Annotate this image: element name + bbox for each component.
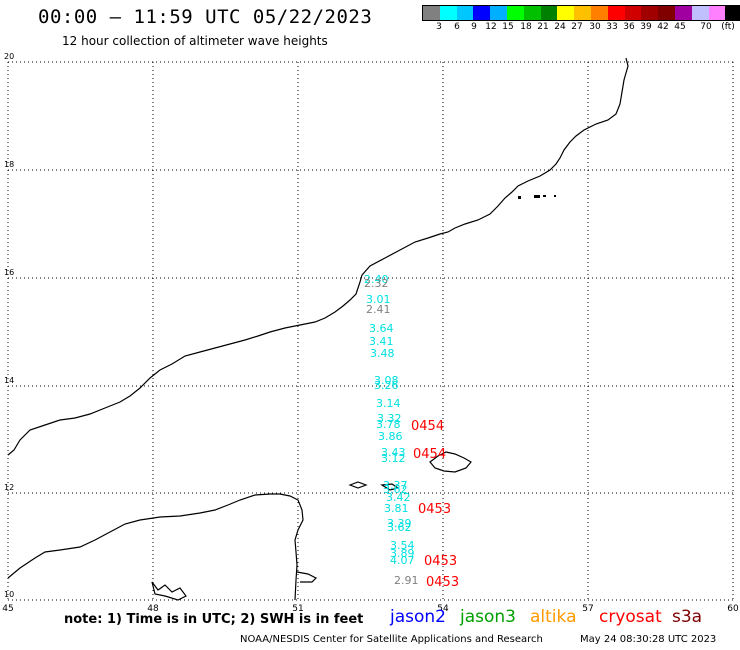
color-swatch (523, 6, 541, 20)
color-scale-label: 27 (571, 22, 583, 32)
latitude-tick-label: 18 (4, 160, 14, 169)
longitude-tick-label: 57 (582, 604, 593, 614)
wave-height-reading: 3.78 (376, 418, 401, 431)
longitude-tick-label: 54 (437, 604, 449, 614)
wave-height-reading: 3.41 (369, 335, 394, 348)
coastline (7, 57, 629, 601)
color-scale-label: 39 (640, 22, 652, 32)
wave-height-reading: 3.43 (381, 446, 406, 459)
wave-height-reading: 3.37 (383, 479, 408, 492)
color-scale-label: 6 (454, 22, 460, 32)
color-scale-label: 24 (554, 22, 566, 32)
color-scale-label: 3 (436, 22, 442, 32)
longitude-tick-label: 51 (292, 604, 303, 614)
map-grid (7, 61, 735, 601)
latitude-tick-label: 10 (4, 590, 14, 599)
color-swatch (506, 6, 524, 20)
wave-height-reading: 2.41 (366, 303, 391, 316)
color-scale-bar (422, 5, 740, 21)
wave-height-reading: 3.86 (378, 430, 403, 443)
timestamp-text: May 24 08:30:28 UTC 2023 (580, 634, 717, 645)
wave-height-reading: 3.62 (383, 483, 408, 496)
color-swatch (708, 6, 726, 20)
color-swatch (607, 6, 625, 20)
color-scale-label: 9 (471, 22, 477, 32)
color-swatch (574, 6, 591, 20)
legend-altika: altika (530, 607, 577, 627)
color-scale-label: 42 (657, 22, 669, 32)
color-swatch (423, 6, 440, 20)
wave-height-reading: 4.07 (390, 554, 415, 567)
pass-time-label: 0454 (411, 419, 444, 434)
latitude-tick-label: 12 (4, 483, 14, 492)
pass-time-label: 0453 (424, 554, 457, 569)
wave-height-reading: 3.89 (390, 547, 415, 560)
latitude-tick-label: 14 (4, 376, 14, 385)
color-swatch (473, 6, 491, 20)
color-scale-label: 30 (589, 22, 601, 32)
color-scale-label: 70 (700, 22, 712, 32)
wave-height-reading: 3.42 (386, 491, 411, 504)
longitude-tick-label: 60 (727, 604, 739, 614)
wave-height-reading: 3.26 (374, 379, 399, 392)
color-swatch (557, 6, 575, 20)
wave-height-reading: 3.48 (370, 347, 395, 360)
color-swatch (439, 6, 457, 20)
color-scale-label: 12 (485, 22, 497, 32)
legend-cryosat: cryosat (599, 607, 662, 627)
wave-height-reading: 3.08 (374, 374, 399, 387)
latitude-tick-label: 16 (4, 268, 14, 277)
color-swatch (691, 6, 709, 20)
color-swatch (456, 6, 474, 20)
color-scale-labels: 3 6 9 12 15 18 21 24 27 30 33 36 39 42 45 70 (ft) (422, 22, 740, 34)
color-swatch (540, 6, 558, 20)
legend-jason2: jason2 (390, 607, 446, 627)
wave-height-reading: 3.81 (384, 502, 409, 515)
color-scale-label: 18 (520, 22, 532, 32)
color-swatch (725, 6, 740, 20)
legend-s3a: s3a (672, 607, 703, 627)
color-scale-unit: (ft) (721, 22, 735, 32)
wave-height-reading: 3.54 (390, 539, 415, 552)
color-scale-label: 45 (674, 22, 686, 32)
wave-height-reading: 3.62 (387, 521, 412, 534)
color-swatch (674, 6, 692, 20)
color-swatch (624, 6, 642, 20)
map-subtitle: 12 hour collection of altimeter wave hei… (62, 34, 328, 48)
legend-jason3: jason3 (460, 607, 516, 627)
color-scale-label: 36 (623, 22, 635, 32)
pass-time-label: 0453 (426, 575, 459, 590)
wave-height-reading: 3.64 (369, 322, 394, 335)
color-scale-label: 15 (502, 22, 514, 32)
note-text: note: 1) Time is in UTC; 2) SWH is in fe… (64, 612, 364, 627)
color-swatch (641, 6, 659, 20)
map-title: 00:00 – 11:59 UTC 05/22/2023 (38, 6, 373, 28)
wave-height-reading: 3.01 (366, 293, 391, 306)
wave-height-reading: 2.91 (394, 574, 419, 587)
pass-time-label: 0454 (413, 447, 446, 462)
wave-height-reading: 3.14 (376, 397, 401, 410)
color-swatch (658, 6, 675, 20)
latitude-tick-label: 20 (4, 52, 14, 61)
wave-height-reading: 3.12 (381, 452, 406, 465)
credit-text: NOAA/NESDIS Center for Satellite Applica… (240, 634, 543, 645)
wave-height-reading: 3.32 (377, 412, 402, 425)
wave-height-reading: 2.32 (364, 277, 389, 290)
color-scale-label: 33 (606, 22, 618, 32)
pass-time-label: 0453 (418, 502, 451, 517)
small-islands (518, 195, 556, 199)
wave-height-reading: 2.40 (364, 273, 389, 286)
wave-height-reading: 3.39 (387, 517, 412, 530)
color-swatch (590, 6, 608, 20)
longitude-tick-label: 45 (2, 604, 13, 614)
color-swatch (490, 6, 507, 20)
longitude-tick-label: 48 (147, 604, 159, 614)
color-scale-label: 21 (537, 22, 549, 32)
